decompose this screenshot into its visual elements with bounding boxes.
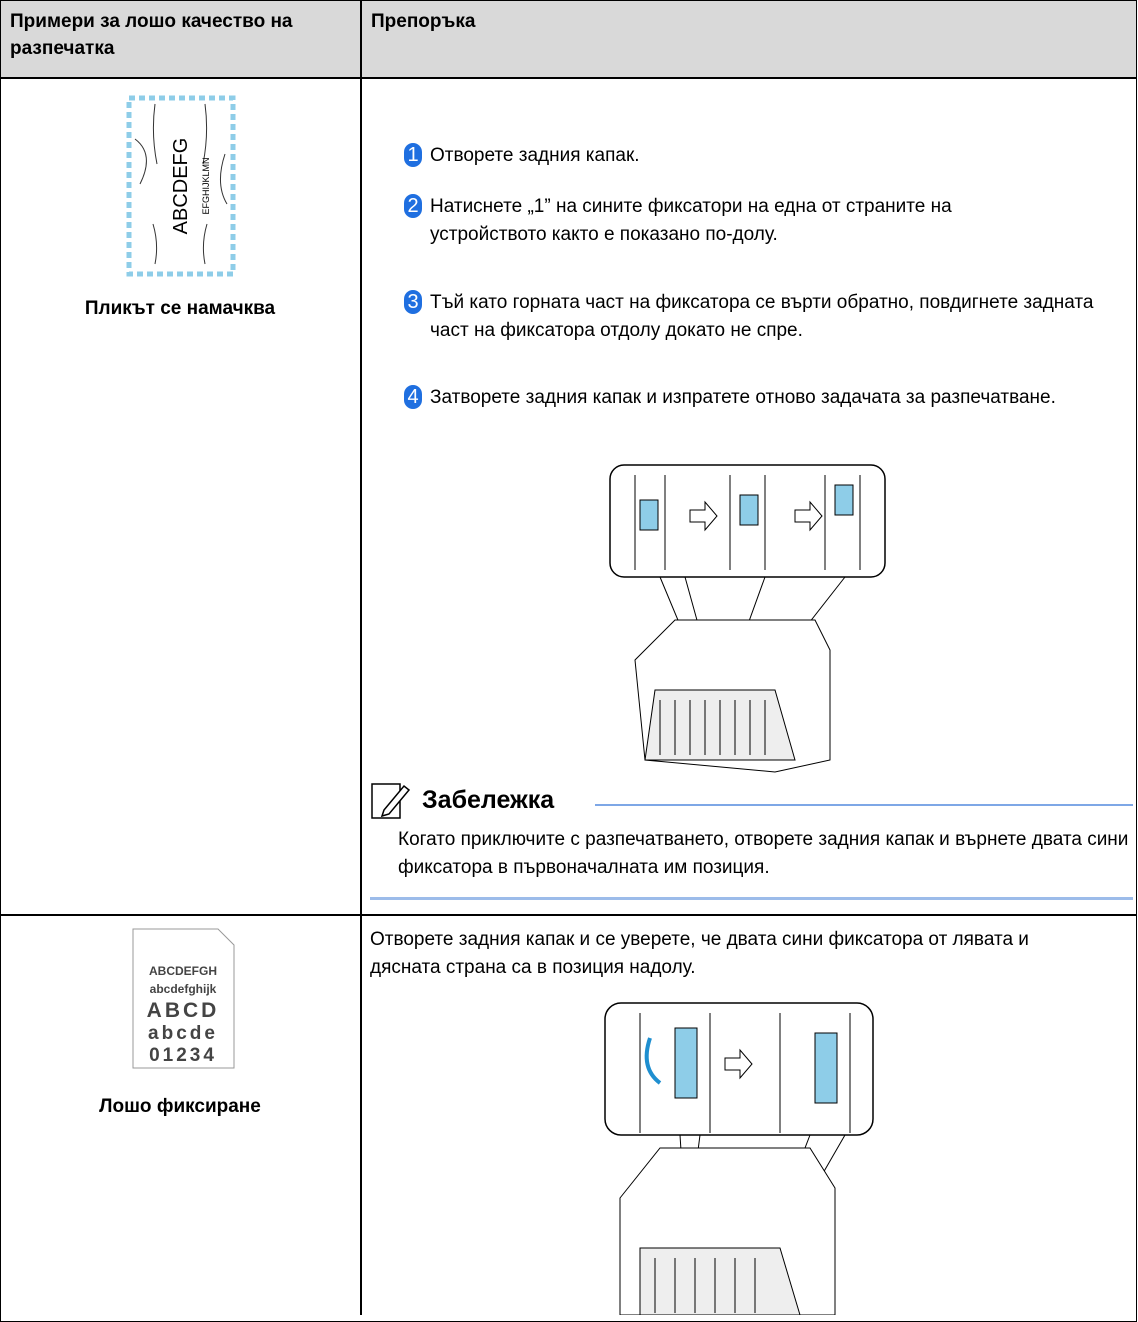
- step-number: 3: [404, 290, 422, 314]
- sample-text: ABCDEFGH: [149, 964, 217, 978]
- header-cell: Препоръка: [371, 11, 476, 32]
- note-rule: [370, 897, 1133, 900]
- note-icon: [371, 783, 411, 819]
- poor-fixing-illustration: ABCDEFGH abcdefghijk ABCD abcde 01234: [132, 928, 235, 1069]
- caption: Пликът се намачква: [84, 298, 276, 319]
- sample-text: ABCD: [147, 999, 220, 1022]
- step-number: 1: [404, 143, 422, 167]
- sample-text: EFGHIJKLMN: [201, 157, 211, 214]
- step-text: Натиснете „1” на сините фиксатори на едн…: [430, 196, 952, 245]
- sample-text: abcde: [148, 1023, 218, 1044]
- step-number: 2: [404, 194, 422, 218]
- header-cell: Примери за лошо качество на разпечатка: [10, 11, 293, 59]
- step-text: Затворете задния капак и изпратете отнов…: [430, 387, 1056, 408]
- caption: Лошо фиксиране: [99, 1096, 261, 1117]
- note-text: Когато приключите с разпечатването, отво…: [398, 829, 1129, 878]
- row-line: [0, 77, 1137, 79]
- envelope-illustration: ABCDEFG EFGHIJKLMN: [126, 95, 236, 277]
- sample-text: 01234: [149, 1045, 217, 1066]
- sample-text: abcdefghijk: [150, 982, 217, 996]
- printer-illustration: [604, 1002, 874, 1315]
- step-number: 4: [404, 385, 422, 409]
- printer-illustration: [609, 464, 886, 773]
- step-text: Тъй като горната част на фиксатора се въ…: [430, 292, 1094, 341]
- sample-text: ABCDEFG: [170, 138, 192, 235]
- note-title: Забележка: [422, 786, 555, 814]
- column-line: [360, 0, 362, 1315]
- step-text: Отворете задния капак.: [430, 145, 640, 166]
- recommendation-text: Отворете задния капак и се уверете, че д…: [370, 929, 1029, 978]
- note-rule: [595, 804, 1133, 806]
- row-line: [0, 914, 1137, 916]
- header-bg: [1, 1, 1137, 77]
